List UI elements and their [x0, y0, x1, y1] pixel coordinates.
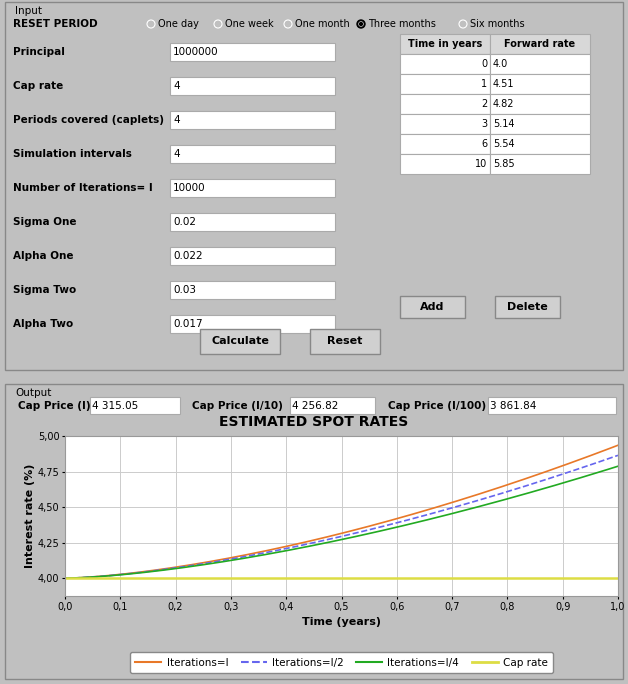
Bar	[170, 77, 335, 95]
Text: 0: 0	[481, 59, 487, 69]
Text: Cap Price (I): Cap Price (I)	[18, 401, 90, 411]
X-axis label: Time (years): Time (years)	[302, 617, 381, 627]
Bar	[490, 134, 590, 154]
Text: 3: 3	[481, 119, 487, 129]
Bar	[400, 34, 490, 54]
Text: 0.02: 0.02	[173, 217, 196, 227]
Text: Principal: Principal	[13, 47, 65, 57]
Bar	[170, 111, 335, 129]
Text: Calculate: Calculate	[211, 337, 269, 347]
Text: Forward rate: Forward rate	[504, 39, 576, 49]
Text: 4 315.05: 4 315.05	[92, 401, 138, 411]
Y-axis label: Interest rate (%): Interest rate (%)	[25, 464, 35, 568]
Text: Cap Price (I/10): Cap Price (I/10)	[192, 401, 283, 411]
Text: 5.14: 5.14	[493, 119, 514, 129]
Text: 4.51: 4.51	[493, 79, 514, 89]
Text: Periods covered (caplets): Periods covered (caplets)	[13, 115, 164, 125]
Text: 2: 2	[481, 99, 487, 109]
Text: 0.03: 0.03	[173, 285, 196, 295]
Text: Output: Output	[15, 388, 51, 398]
Text: Add: Add	[420, 302, 445, 312]
Text: One day: One day	[158, 19, 199, 29]
Text: Sigma Two: Sigma Two	[13, 285, 76, 295]
Bar	[488, 397, 616, 414]
Text: One month: One month	[295, 19, 350, 29]
Text: ESTIMATED SPOT RATES: ESTIMATED SPOT RATES	[219, 415, 409, 429]
Text: Reset: Reset	[327, 337, 363, 347]
Bar	[400, 94, 490, 114]
Text: 4: 4	[173, 81, 180, 91]
Text: 0.017: 0.017	[173, 319, 203, 329]
Text: 1000000: 1000000	[173, 47, 219, 57]
Bar	[170, 145, 335, 163]
Bar	[170, 213, 335, 231]
Bar	[490, 94, 590, 114]
Circle shape	[359, 23, 362, 25]
Text: 4: 4	[173, 115, 180, 125]
Text: Sigma One: Sigma One	[13, 217, 77, 227]
Bar	[5, 2, 623, 370]
Circle shape	[357, 20, 365, 28]
Text: Time in years: Time in years	[408, 39, 482, 49]
Bar	[490, 154, 590, 174]
Bar	[170, 43, 335, 61]
Bar	[200, 329, 280, 354]
Text: 4.0: 4.0	[493, 59, 508, 69]
Bar	[400, 74, 490, 94]
Bar	[170, 179, 335, 197]
Bar	[495, 296, 560, 318]
Bar	[5, 384, 623, 679]
Text: 4.82: 4.82	[493, 99, 514, 109]
Bar	[400, 296, 465, 318]
Text: 4 256.82: 4 256.82	[292, 401, 338, 411]
Bar	[400, 114, 490, 134]
Text: 5.54: 5.54	[493, 139, 514, 149]
Text: Input: Input	[15, 6, 42, 16]
Text: Six months: Six months	[470, 19, 524, 29]
Text: Simulation intervals: Simulation intervals	[13, 149, 132, 159]
Text: 0.022: 0.022	[173, 251, 203, 261]
Legend: Iterations=I, Iterations=I/2, Iterations=I/4, Cap rate: Iterations=I, Iterations=I/2, Iterations…	[130, 653, 553, 673]
Text: Cap Price (I/100): Cap Price (I/100)	[388, 401, 486, 411]
Bar	[400, 134, 490, 154]
Text: Number of Iterations= I: Number of Iterations= I	[13, 183, 153, 193]
Bar	[400, 154, 490, 174]
Bar	[490, 34, 590, 54]
Bar	[490, 54, 590, 74]
Text: Delete: Delete	[507, 302, 548, 312]
Text: Three months: Three months	[368, 19, 436, 29]
Text: Alpha One: Alpha One	[13, 251, 73, 261]
Text: 5.85: 5.85	[493, 159, 514, 169]
Text: 6: 6	[481, 139, 487, 149]
Text: 1: 1	[481, 79, 487, 89]
Text: Alpha Two: Alpha Two	[13, 319, 73, 329]
Text: 4: 4	[173, 149, 180, 159]
Circle shape	[359, 22, 363, 26]
Text: Cap rate: Cap rate	[13, 81, 63, 91]
Text: 3 861.84: 3 861.84	[490, 401, 536, 411]
Text: 10000: 10000	[173, 183, 205, 193]
Bar	[400, 54, 490, 74]
Bar	[170, 247, 335, 265]
Bar	[170, 315, 335, 333]
Bar	[490, 114, 590, 134]
Bar	[310, 329, 380, 354]
Text: 10: 10	[475, 159, 487, 169]
Bar	[490, 74, 590, 94]
Bar	[90, 397, 180, 414]
Bar	[290, 397, 375, 414]
Text: RESET PERIOD: RESET PERIOD	[13, 19, 97, 29]
Text: One week: One week	[225, 19, 274, 29]
Bar	[170, 281, 335, 299]
